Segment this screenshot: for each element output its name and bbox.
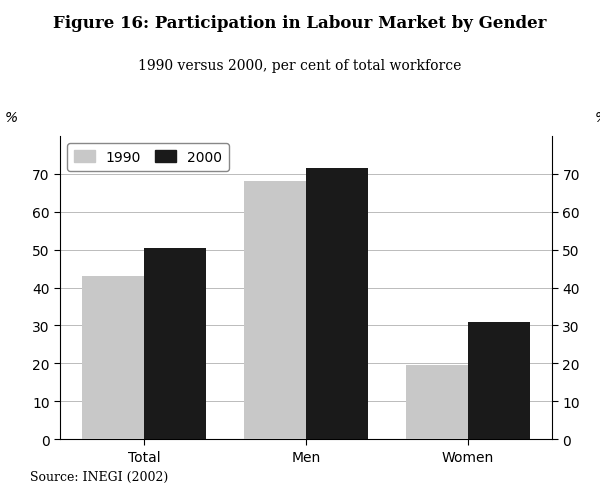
Legend: 1990, 2000: 1990, 2000 [67, 143, 229, 171]
Text: %: % [595, 111, 600, 124]
Bar [144, 248, 206, 439]
Bar [244, 182, 306, 439]
Bar [468, 322, 530, 439]
Text: Figure 16: Participation in Labour Market by Gender: Figure 16: Participation in Labour Marke… [53, 15, 547, 32]
Bar [306, 169, 368, 439]
Text: 1990 versus 2000, per cent of total workforce: 1990 versus 2000, per cent of total work… [139, 59, 461, 73]
Bar [406, 366, 468, 439]
Text: %: % [4, 111, 17, 124]
Bar [82, 277, 144, 439]
Text: Source: INEGI (2002): Source: INEGI (2002) [30, 470, 168, 483]
